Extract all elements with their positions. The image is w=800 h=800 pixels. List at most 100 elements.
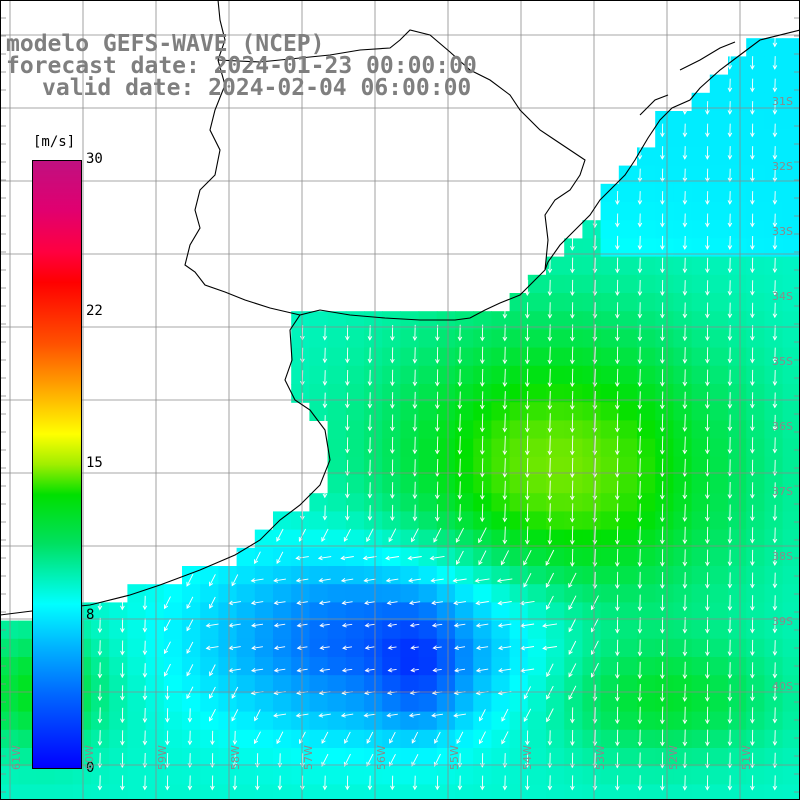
wind-arrow [345, 414, 350, 432]
wind-arrow [750, 572, 755, 589]
wind-arrow [387, 622, 397, 628]
wind-cell [455, 566, 474, 585]
wind-cell [691, 347, 711, 367]
wind-arrow [705, 436, 710, 455]
wind-cell [91, 784, 110, 800]
wind-arrow [705, 549, 710, 567]
wind-cell [182, 602, 201, 622]
wind-cell [127, 657, 147, 676]
wind-cell [673, 711, 693, 731]
wind-cell [618, 638, 638, 658]
wind-cell [200, 566, 219, 585]
wind-arrow [231, 686, 239, 699]
wind-cell [709, 147, 729, 167]
wind-cell [418, 675, 438, 694]
wind-cell [509, 365, 529, 385]
wind-cell [345, 784, 365, 800]
wind-arrow [322, 775, 328, 791]
wind-cell [364, 784, 383, 800]
wind-cell [564, 347, 583, 367]
wind-arrow [411, 528, 419, 543]
wind-cell [746, 511, 765, 531]
wind-cell [691, 92, 711, 112]
wind-arrow [682, 101, 688, 115]
wind-arrow [568, 618, 577, 633]
wind-arrow [637, 503, 643, 523]
wind-cell [400, 566, 420, 585]
wind-cell [673, 347, 693, 367]
wind-cell [473, 402, 492, 421]
wind-cell [582, 402, 602, 421]
wind-cell [728, 220, 747, 239]
wind-cell [546, 438, 565, 458]
wind-cell [582, 748, 602, 767]
wind-cell [327, 748, 347, 767]
wind-cell [673, 566, 693, 585]
wind-arrow [255, 775, 260, 791]
wind-arrow [727, 527, 733, 544]
wind-cell [618, 347, 638, 367]
wind-cell [182, 675, 201, 694]
wind-cell [236, 675, 256, 694]
wind-cell [127, 711, 147, 731]
wind-arrow [659, 413, 665, 433]
wind-cell [382, 638, 401, 658]
wind-arrow [367, 437, 373, 454]
wind-cell [582, 365, 602, 385]
wind-cell [400, 729, 420, 749]
wind-cell [145, 620, 165, 640]
wind-cell [436, 529, 456, 549]
wind-arrow [478, 731, 486, 745]
wind-cell [746, 547, 765, 567]
wind-cell [673, 293, 693, 312]
wind-cell [109, 602, 128, 622]
wind-cell [655, 238, 674, 258]
wind-cell [436, 456, 456, 476]
wind-cell [782, 202, 800, 221]
wind-arrow [660, 257, 665, 274]
wind-cell [400, 384, 420, 403]
wind-cell [327, 456, 347, 476]
wind-arrow [524, 413, 530, 433]
wind-cell [764, 529, 784, 549]
wind-cell [382, 402, 401, 421]
wind-cell [637, 256, 656, 276]
wind-cell [236, 729, 256, 749]
wind-cell [673, 311, 693, 330]
wind-cell [455, 347, 474, 367]
wind-cell [382, 748, 401, 767]
wind-cell [527, 365, 547, 385]
wind-cell [564, 675, 583, 694]
wind-arrow [727, 414, 733, 432]
wind-cell [600, 256, 620, 276]
wind-cell [709, 493, 729, 512]
wind-arrow [682, 706, 688, 725]
wind-arrow [390, 414, 395, 432]
wind-arrow [750, 191, 755, 205]
wind-cell [509, 784, 529, 800]
wind-arrow [322, 482, 328, 499]
wind-cell [418, 384, 438, 403]
wind-arrow [367, 347, 373, 364]
wind-arrow [772, 595, 778, 611]
wind-arrow [615, 661, 620, 679]
wind-cell [473, 693, 492, 713]
wind-arrow [592, 458, 598, 478]
wind-cell [691, 729, 711, 749]
wind-arrow [186, 641, 194, 654]
wind-arrow [186, 664, 194, 677]
wind-cell [382, 493, 401, 512]
wind-cell [527, 675, 547, 694]
wind-cell [709, 274, 729, 294]
wind-cell [655, 111, 674, 130]
wind-cell [218, 784, 238, 800]
wind-arrow [659, 436, 665, 455]
wind-cell [637, 384, 656, 403]
wind-cell [218, 638, 238, 658]
wind-cell [546, 711, 565, 731]
wind-cell [673, 657, 693, 676]
wind-cell [273, 784, 292, 800]
wind-cell [564, 620, 583, 640]
wind-cell [746, 566, 765, 585]
wind-arrow [367, 482, 373, 499]
